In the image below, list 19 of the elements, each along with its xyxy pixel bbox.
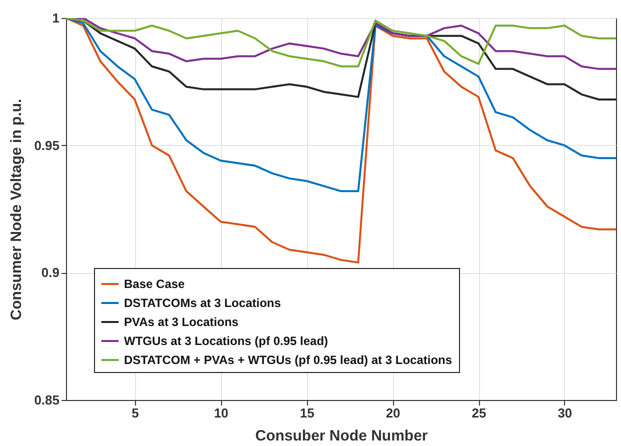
x-tick-label: 5 (132, 406, 139, 420)
legend-label: PVAs at 3 Locations (124, 315, 239, 329)
x-tick-label: 20 (386, 406, 400, 420)
y-axis-title: Consumer Node Voltage in p.u. (8, 98, 26, 320)
legend-label: DSTATCOM + PVAs + WTGUs (pf 0.95 lead) at 3 Locations (124, 353, 452, 367)
legend-label: Base Case (124, 277, 186, 291)
legend-label: WTGUs at 3 Locations (pf 0.95 lead) (124, 334, 328, 348)
y-tick-label: 0.95 (34, 138, 60, 153)
x-tick-label: 25 (472, 406, 486, 420)
y-tick-label: 1 (52, 10, 60, 26)
x-tick-label: 15 (300, 406, 314, 420)
x-axis-title: Consuber Node Number (255, 428, 428, 444)
x-tick-label: 10 (214, 406, 228, 420)
line-series (66, 18, 616, 264)
y-tick-label: 0.85 (34, 392, 60, 408)
legend-label: DSTATCOMs at 3 Locations (124, 296, 282, 310)
line-series (66, 18, 616, 192)
y-tick-label: 0.9 (41, 265, 60, 280)
x-tick-label: 30 (558, 406, 572, 420)
